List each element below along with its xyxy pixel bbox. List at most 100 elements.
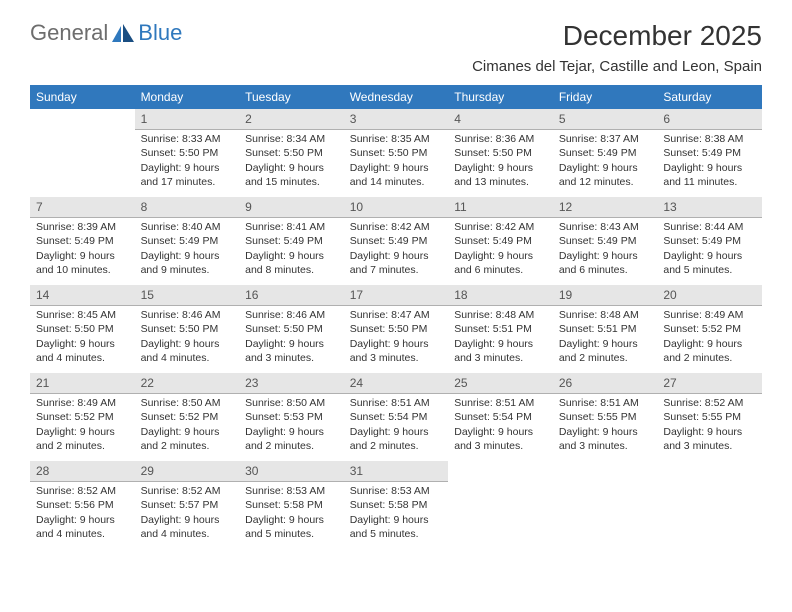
daylight-line2: and 7 minutes. — [350, 263, 443, 277]
sunset-text: Sunset: 5:52 PM — [36, 410, 129, 424]
calendar-day-cell: 14Sunrise: 8:45 AMSunset: 5:50 PMDayligh… — [30, 285, 135, 373]
daylight-line2: and 4 minutes. — [141, 527, 234, 541]
sunrise-text: Sunrise: 8:40 AM — [141, 220, 234, 234]
weekday-header: Tuesday — [239, 85, 344, 109]
daylight-line2: and 3 minutes. — [245, 351, 338, 365]
day-number: 12 — [553, 197, 658, 218]
daylight-line1: Daylight: 9 hours — [245, 425, 338, 439]
sunset-text: Sunset: 5:49 PM — [663, 234, 756, 248]
day-details: Sunrise: 8:53 AMSunset: 5:58 PMDaylight:… — [239, 482, 344, 545]
calendar-week-row: 1Sunrise: 8:33 AMSunset: 5:50 PMDaylight… — [30, 109, 762, 197]
sunset-text: Sunset: 5:50 PM — [350, 322, 443, 336]
calendar-day-cell: 25Sunrise: 8:51 AMSunset: 5:54 PMDayligh… — [448, 373, 553, 461]
calendar-day-cell: 28Sunrise: 8:52 AMSunset: 5:56 PMDayligh… — [30, 461, 135, 549]
day-number: 5 — [553, 109, 658, 130]
day-details: Sunrise: 8:53 AMSunset: 5:58 PMDaylight:… — [344, 482, 449, 545]
daylight-line1: Daylight: 9 hours — [36, 249, 129, 263]
calendar-day-cell: 13Sunrise: 8:44 AMSunset: 5:49 PMDayligh… — [657, 197, 762, 285]
day-number: 8 — [135, 197, 240, 218]
sunset-text: Sunset: 5:55 PM — [559, 410, 652, 424]
day-details: Sunrise: 8:45 AMSunset: 5:50 PMDaylight:… — [30, 306, 135, 369]
daylight-line1: Daylight: 9 hours — [350, 513, 443, 527]
day-details: Sunrise: 8:38 AMSunset: 5:49 PMDaylight:… — [657, 130, 762, 193]
calendar-day-cell: 12 Sunrise: 8:43 AMSunset: 5:49 PMDayligh… — [553, 197, 658, 285]
day-details: Sunrise: 8:36 AMSunset: 5:50 PMDaylight:… — [448, 130, 553, 193]
calendar-day-cell: 27Sunrise: 8:52 AMSunset: 5:55 PMDayligh… — [657, 373, 762, 461]
daylight-line1: Daylight: 9 hours — [36, 337, 129, 351]
daylight-line1: Daylight: 9 hours — [350, 337, 443, 351]
sunset-text: Sunset: 5:49 PM — [663, 146, 756, 160]
day-details: Sunrise: 8:48 AMSunset: 5:51 PMDaylight:… — [448, 306, 553, 369]
day-details: Sunrise: 8:33 AMSunset: 5:50 PMDaylight:… — [135, 130, 240, 193]
day-number: 15 — [135, 285, 240, 306]
logo-text-general: General — [30, 20, 108, 46]
day-number: 26 — [553, 373, 658, 394]
sunrise-text: Sunrise: 8:50 AM — [245, 396, 338, 410]
daylight-line2: and 5 minutes. — [663, 263, 756, 277]
calendar-day-cell: 30Sunrise: 8:53 AMSunset: 5:58 PMDayligh… — [239, 461, 344, 549]
day-number: 16 — [239, 285, 344, 306]
day-number: 19 — [553, 285, 658, 306]
calendar-day-cell: 2Sunrise: 8:34 AMSunset: 5:50 PMDaylight… — [239, 109, 344, 197]
sunset-text: Sunset: 5:49 PM — [36, 234, 129, 248]
daylight-line1: Daylight: 9 hours — [454, 161, 547, 175]
day-details: Sunrise: 8:44 AMSunset: 5:49 PMDaylight:… — [657, 218, 762, 281]
daylight-line2: and 2 minutes. — [36, 439, 129, 453]
daylight-line1: Daylight: 9 hours — [141, 161, 234, 175]
day-details: Sunrise: 8:39 AMSunset: 5:49 PMDaylight:… — [30, 218, 135, 281]
daylight-line2: and 3 minutes. — [350, 351, 443, 365]
logo-text-blue: Blue — [138, 20, 182, 46]
sunset-text: Sunset: 5:49 PM — [454, 234, 547, 248]
day-details: Sunrise: 8:34 AMSunset: 5:50 PMDaylight:… — [239, 130, 344, 193]
sunset-text: Sunset: 5:58 PM — [245, 498, 338, 512]
calendar-day-cell: 4Sunrise: 8:36 AMSunset: 5:50 PMDaylight… — [448, 109, 553, 197]
sunset-text: Sunset: 5:53 PM — [245, 410, 338, 424]
logo: General Blue — [30, 20, 182, 46]
daylight-line1: Daylight: 9 hours — [559, 337, 652, 351]
daylight-line1: Daylight: 9 hours — [454, 425, 547, 439]
sunset-text: Sunset: 5:49 PM — [559, 234, 652, 248]
weekday-header: Monday — [135, 85, 240, 109]
daylight-line1: Daylight: 9 hours — [141, 513, 234, 527]
weekday-header: Saturday — [657, 85, 762, 109]
location-subtitle: Cimanes del Tejar, Castille and Leon, Sp… — [472, 58, 762, 75]
sunrise-text: Sunrise: 8:49 AM — [663, 308, 756, 322]
day-number: 4 — [448, 109, 553, 130]
daylight-line2: and 5 minutes. — [245, 527, 338, 541]
day-number: 7 — [30, 197, 135, 218]
calendar-week-row: 14Sunrise: 8:45 AMSunset: 5:50 PMDayligh… — [30, 285, 762, 373]
day-details: Sunrise: 8:37 AMSunset: 5:49 PMDaylight:… — [553, 130, 658, 193]
day-number: 30 — [239, 461, 344, 482]
calendar-day-cell: 1Sunrise: 8:33 AMSunset: 5:50 PMDaylight… — [135, 109, 240, 197]
sunrise-text: Sunrise: 8:34 AM — [245, 132, 338, 146]
sunrise-text: Sunrise: 8:43 AM — [559, 220, 652, 234]
daylight-line2: and 2 minutes. — [245, 439, 338, 453]
daylight-line2: and 3 minutes. — [454, 439, 547, 453]
day-number: 25 — [448, 373, 553, 394]
calendar-day-cell — [657, 461, 762, 549]
day-number: 22 — [135, 373, 240, 394]
calendar-day-cell: 10Sunrise: 8:42 AMSunset: 5:49 PMDayligh… — [344, 197, 449, 285]
daylight-line1: Daylight: 9 hours — [350, 161, 443, 175]
sunset-text: Sunset: 5:49 PM — [559, 146, 652, 160]
daylight-line1: Daylight: 9 hours — [350, 249, 443, 263]
daylight-line1: Daylight: 9 hours — [245, 249, 338, 263]
daylight-line1: Daylight: 9 hours — [141, 249, 234, 263]
day-number: 3 — [344, 109, 449, 130]
day-number: 18 — [448, 285, 553, 306]
daylight-line2: and 2 minutes. — [141, 439, 234, 453]
daylight-line2: and 5 minutes. — [350, 527, 443, 541]
calendar-day-cell: 15Sunrise: 8:46 AMSunset: 5:50 PMDayligh… — [135, 285, 240, 373]
day-number: 27 — [657, 373, 762, 394]
calendar-day-cell: 24Sunrise: 8:51 AMSunset: 5:54 PMDayligh… — [344, 373, 449, 461]
calendar-day-cell: 23Sunrise: 8:50 AMSunset: 5:53 PMDayligh… — [239, 373, 344, 461]
daylight-line2: and 6 minutes. — [559, 263, 652, 277]
daylight-line1: Daylight: 9 hours — [559, 249, 652, 263]
daylight-line2: and 4 minutes. — [36, 527, 129, 541]
sunset-text: Sunset: 5:50 PM — [245, 322, 338, 336]
calendar-day-cell: 26Sunrise: 8:51 AMSunset: 5:55 PMDayligh… — [553, 373, 658, 461]
calendar-table: SundayMondayTuesdayWednesdayThursdayFrid… — [30, 85, 762, 549]
sunset-text: Sunset: 5:50 PM — [454, 146, 547, 160]
sunset-text: Sunset: 5:50 PM — [141, 322, 234, 336]
sunset-text: Sunset: 5:49 PM — [245, 234, 338, 248]
